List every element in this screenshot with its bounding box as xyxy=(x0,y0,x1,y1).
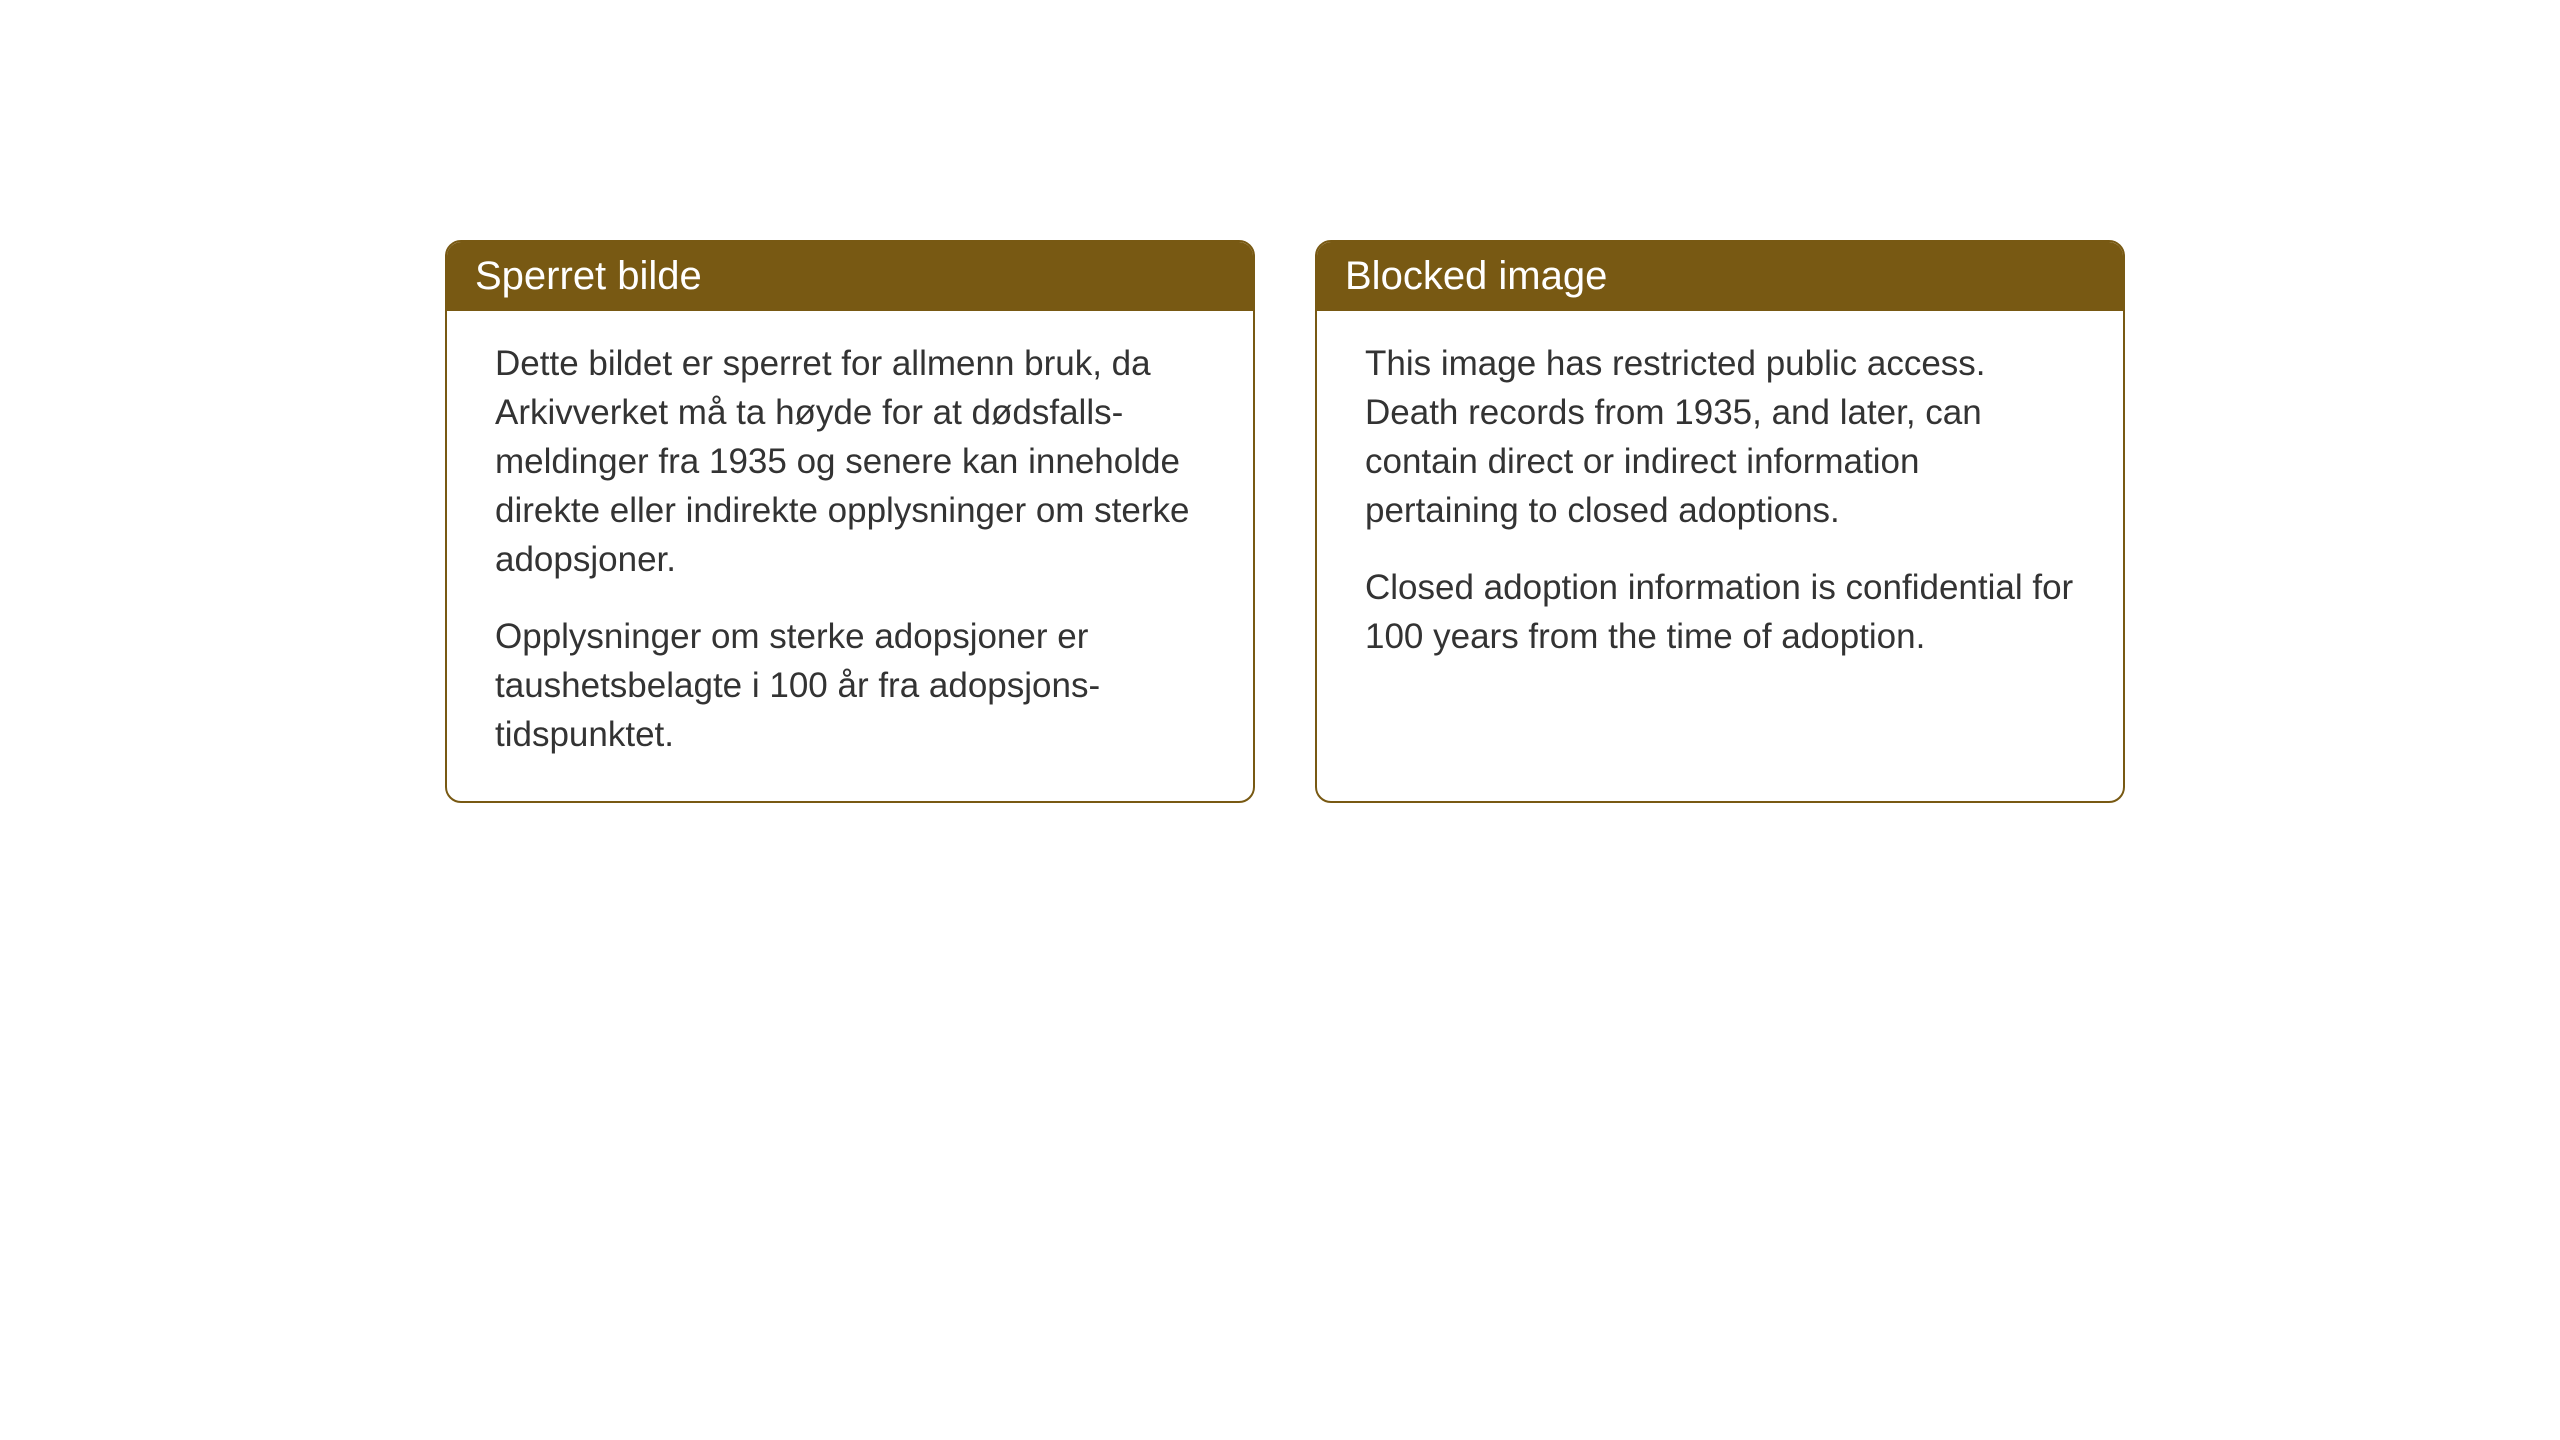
english-card: Blocked image This image has restricted … xyxy=(1315,240,2125,803)
norwegian-card-title: Sperret bilde xyxy=(447,242,1253,311)
english-paragraph-2: Closed adoption information is confident… xyxy=(1365,563,2075,661)
english-card-title: Blocked image xyxy=(1317,242,2123,311)
norwegian-paragraph-1: Dette bildet er sperret for allmenn bruk… xyxy=(495,339,1205,584)
cards-container: Sperret bilde Dette bildet er sperret fo… xyxy=(445,240,2125,803)
english-card-body: This image has restricted public access.… xyxy=(1317,311,2123,703)
english-paragraph-1: This image has restricted public access.… xyxy=(1365,339,2075,535)
norwegian-card: Sperret bilde Dette bildet er sperret fo… xyxy=(445,240,1255,803)
norwegian-paragraph-2: Opplysninger om sterke adopsjoner er tau… xyxy=(495,612,1205,759)
norwegian-card-body: Dette bildet er sperret for allmenn bruk… xyxy=(447,311,1253,801)
